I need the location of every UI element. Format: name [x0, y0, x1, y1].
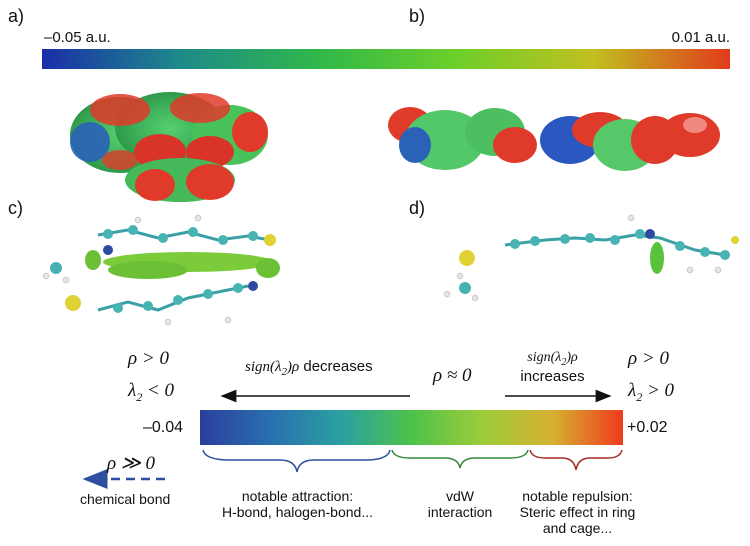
esp-scale-min-label: –0.05 a.u. [44, 29, 111, 46]
panel-label-b: b) [409, 6, 426, 26]
center-rho-condition: ρ ≈ 0 [433, 365, 472, 386]
vdw-label: vdW interaction [427, 488, 493, 520]
nci-dimer-image [38, 210, 288, 335]
right-rho-condition: ρ > 0 [628, 348, 669, 369]
increases-label: sign(λ2)ρ increases [520, 350, 585, 385]
esp-color-bar [42, 49, 730, 69]
decreases-label: sign(λ2)ρ decreases [245, 358, 373, 378]
left-lambda-condition: λ2 < 0 [128, 380, 175, 404]
attraction-brace [202, 449, 391, 473]
nci-bar-min-label: –0.04 [143, 419, 184, 436]
repulsion-label: notable repulsion: Steric effect in ring… [519, 488, 636, 536]
esp-surface-monomer-image [385, 90, 735, 185]
attraction-label: notable attraction: H-bond, halogen-bond… [222, 488, 373, 520]
panel-label-c: c) [8, 198, 23, 218]
vdw-brace [391, 449, 529, 469]
nci-color-bar [200, 410, 623, 445]
nci-monomer-image [435, 210, 740, 305]
nci-bar-max-label: +0.02 [627, 419, 668, 436]
repulsion-brace [529, 449, 623, 471]
panel-label-a: a) [8, 6, 25, 26]
right-lambda-condition: λ2 > 0 [628, 380, 675, 404]
chemical-bond-label: chemical bond [80, 491, 171, 507]
panel-label-d: d) [409, 198, 426, 218]
esp-scale-max-label: 0.01 a.u. [671, 29, 730, 46]
strong-rho-condition: ρ ≫ 0 [107, 453, 156, 474]
esp-surface-dimer-image [60, 80, 280, 210]
left-rho-condition: ρ > 0 [128, 348, 169, 369]
